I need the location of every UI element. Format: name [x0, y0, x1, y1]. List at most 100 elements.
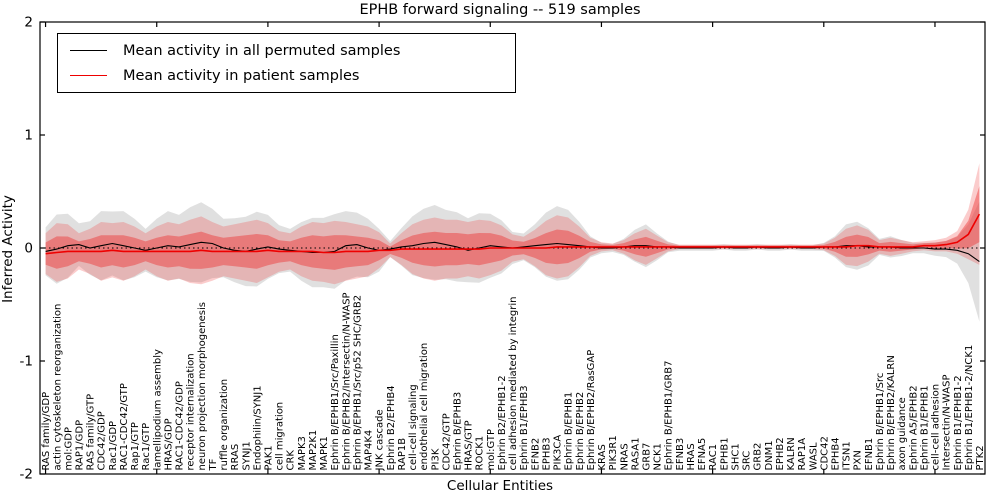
x-category-label: cell-cell adhesion [931, 384, 942, 471]
x-category-label: MAP4K4 [364, 430, 375, 471]
legend-item-permuted: Mean activity in all permuted samples [58, 39, 515, 63]
patient-band-outer [45, 163, 980, 285]
x-category-label: PI3K [430, 448, 441, 470]
x-category-label: cell migration [275, 402, 286, 471]
x-category-label: Ephrin B2/EPHB4 [386, 385, 397, 470]
x-category-label: RAP1B [397, 438, 408, 471]
x-category-label: TF [208, 458, 219, 471]
x-category-label: Rap1/GTP [130, 422, 141, 470]
y-tick-label: -1 [20, 354, 33, 370]
x-category-label: Rac1/GTP [141, 423, 152, 471]
x-category-label: mol:GDP [63, 427, 74, 471]
x-category-label: SYNJ1 [241, 441, 252, 470]
x-category-label: Ephrin B1/EPHB1 [920, 385, 931, 470]
x-category-label: JNK cascade [375, 409, 386, 471]
x-category-label: receptor internalization [186, 353, 197, 470]
x-category-label: Ephrin B/EPHB1/GRB7 [664, 360, 675, 470]
x-category-label: RASA1 [630, 437, 641, 470]
x-category-label: CDC42/GTP [441, 413, 452, 470]
x-category-label: NCK1 [653, 443, 664, 470]
x-category-label: cell adhesion mediated by integrin [508, 297, 519, 471]
x-category-label: Ephrin B/EPHB1 [564, 392, 575, 471]
x-category-label: Endophilin/SYNJ1 [252, 385, 263, 470]
chart-title: EPHB forward signaling -- 519 samples [359, 2, 641, 18]
x-category-label: EPHB4 [831, 437, 842, 470]
x-category-label: cell-cell signaling [408, 384, 419, 470]
x-category-label: Ephrin B/EPHB1/Src/p52 SHC/GRB2 [353, 295, 364, 471]
x-category-label: MAPK1 [319, 436, 330, 470]
x-category-label: EFNB3 [675, 438, 686, 471]
x-category-label: axon guidance [897, 397, 908, 470]
legend-item-patient: Mean activity in patient samples [58, 64, 515, 88]
x-category-label: Ephrin B2/EPHB1-2 [497, 375, 508, 470]
x-category-label: EFNB1 [864, 438, 875, 471]
x-category-label: actin cytoskeleton reorganization [52, 304, 63, 471]
y-tick-label: 1 [24, 128, 33, 144]
x-category-label: Ephrin B1/EPHB3 [519, 385, 530, 470]
x-category-label: Rac1/GDP [108, 421, 119, 471]
x-category-label: MAPK3 [297, 436, 308, 470]
x-category-label: SRC [742, 451, 753, 471]
x-category-label: RAC1 [708, 444, 719, 471]
x-category-label: RAS family/GDP [41, 392, 52, 471]
x-category-label: RRAS [230, 444, 241, 471]
x-category-label: HRAS [686, 443, 697, 470]
x-category-label: EFNA5 [697, 438, 708, 471]
x-category-label: CRK [286, 450, 297, 471]
x-category-label: PTK2 [975, 445, 986, 470]
x-category-label: ROCK1 [475, 436, 486, 471]
y-tick-label: -2 [20, 467, 33, 483]
legend: Mean activity in all permuted samples Me… [57, 33, 516, 93]
x-category-label: DNM1 [764, 440, 775, 470]
x-category-label: EPHB1 [719, 437, 730, 470]
y-tick-label: 2 [24, 15, 33, 31]
x-category-label: ruffle organization [219, 379, 230, 471]
x-category-label: neuron projection morphogenesis [197, 302, 208, 470]
x-category-label: KALRN [786, 437, 797, 470]
x-category-label: NRAS [619, 443, 630, 470]
x-category-label: EPHB3 [542, 437, 553, 470]
x-category-label: KRAS [597, 444, 608, 470]
x-category-label: Ephrin B/EPHB1/Src/Paxillin [330, 334, 341, 470]
x-category-label: Ephrin B/EPHB3 [453, 392, 464, 471]
x-category-label: Ephrin B/EPHB2 [575, 392, 586, 471]
x-category-label: EPHB2 [775, 437, 786, 470]
patient-mean-line [45, 213, 981, 255]
x-category-label: PXN [853, 450, 864, 470]
x-category-label: RAP1/GDP [75, 420, 86, 471]
x-category-label: ITSN1 [842, 441, 853, 470]
x-category-label: RAC1-CDC42/GDP [175, 381, 186, 470]
x-category-label: PIK3CA [553, 435, 564, 471]
x-category-label: Ephrin B1/EPHB1-2 [953, 375, 964, 470]
patient-line-swatch [70, 75, 107, 76]
x-category-label: RAC1-CDC42/GTP [119, 383, 130, 470]
x-category-label: GRB7 [642, 443, 653, 471]
permuted-line-swatch [70, 50, 107, 51]
x-category-label: Ephrin B/EPHB1/Src [875, 373, 886, 471]
x-category-label: RAP1A [797, 438, 808, 471]
x-category-label: lamellipodium assembly [152, 349, 163, 471]
x-category-label: CDC42/GDP [97, 411, 108, 470]
legend-item-label: Mean activity in all permuted samples [123, 42, 401, 59]
x-category-label: MAP2K1 [308, 430, 319, 471]
x-category-label: Ephrin B/EPHB2/KALRN [886, 355, 897, 470]
x-category-label: SHC1 [731, 443, 742, 470]
x-axis-label: Cellular Entities [446, 478, 554, 494]
x-category-label: WASL [808, 442, 819, 471]
x-category-label: Intersectin/N-WASP [942, 375, 953, 471]
x-category-label: Ephrin B/EPHB2/Intersectin/N-WASP [341, 292, 352, 470]
x-category-label: RAS family/GTP [86, 394, 97, 471]
x-category-label: HRAS/GDP [164, 418, 175, 470]
x-category-label: Ephrin B1/EPHB1-2/NCK1 [964, 345, 975, 471]
x-category-label: HRAS/GTP [464, 420, 475, 470]
x-category-label: Ephrin B/EPHB2/RasGAP [586, 350, 597, 471]
x-category-label: PAK1 [264, 445, 275, 470]
y-tick-label: 0 [24, 241, 33, 257]
permuted-band [45, 201, 980, 322]
x-category-label: GRB2 [753, 443, 764, 471]
x-category-label: CDC42 [819, 436, 830, 470]
x-category-label: mol:GTP [486, 429, 497, 471]
x-category-label: EFNB2 [530, 438, 541, 471]
